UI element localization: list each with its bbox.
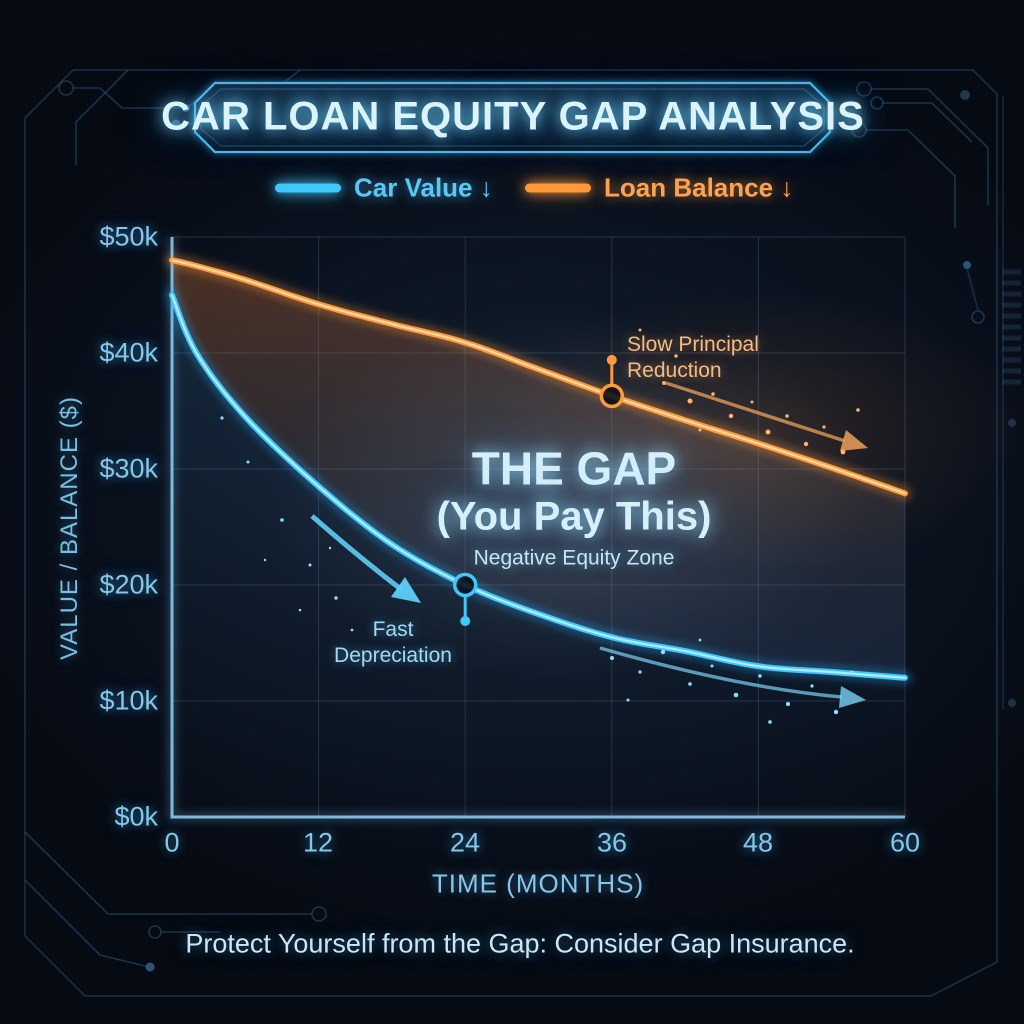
y-tick-40k: $40k	[99, 337, 158, 368]
x-tick-36: 36	[596, 827, 628, 858]
y-axis-label: VALUE / BALANCE ($)	[56, 396, 83, 660]
y-tick-10k: $10k	[99, 685, 158, 716]
gap-annotation-line3: Negative Equity Zone	[473, 546, 675, 570]
data-curves	[165, 253, 912, 685]
x-tick-12: 12	[302, 827, 334, 858]
x-tick-0: 0	[164, 827, 180, 858]
x-axis-label: TIME (MONTHS)	[431, 868, 645, 899]
fast-depreciation-line1: Fast	[372, 618, 414, 641]
legend-item-loan-balance: Loan Balance ↓	[525, 173, 793, 204]
axes	[167, 237, 905, 822]
x-tick-24: 24	[449, 827, 481, 858]
gap-annotation-line1: THE GAP	[471, 442, 677, 495]
value-trend-arrow	[599, 646, 866, 708]
legend-item-car-value: Car Value ↓	[275, 173, 493, 204]
fast-depreciation-arrow	[310, 514, 421, 603]
slow-principal-line2: Reduction	[627, 359, 722, 382]
orange-particles	[638, 328, 860, 455]
y-tick-20k: $20k	[99, 569, 158, 600]
blue-particles	[220, 416, 854, 724]
circuit-traces-top-right	[851, 81, 1021, 710]
slow-principal-line1: Slow Principal	[627, 333, 759, 356]
loan-balance-legend-label: Loan Balance ↓	[604, 172, 794, 203]
data-point-markers	[452, 354, 625, 626]
title-box	[192, 80, 833, 155]
y-tick-50k: $50k	[99, 221, 158, 252]
loan-balance-swatch	[525, 183, 591, 193]
slow-reduction-arrow	[665, 381, 868, 451]
fast-depreciation-annotation: Fast Depreciation	[334, 617, 452, 669]
footer-message: Protect Yourself from the Gap: Consider …	[185, 928, 855, 959]
circuit-traces-bottom-left	[24, 831, 327, 972]
y-tick-0k: $0k	[114, 801, 158, 832]
y-tick-30k: $30k	[99, 453, 158, 484]
car-value-legend-label: Car Value ↓	[354, 172, 493, 203]
chart-title: CAR LOAN EQUITY GAP ANALYSIS	[161, 94, 865, 139]
slow-principal-annotation: Slow Principal Reduction	[627, 332, 759, 384]
warm-glow	[490, 290, 1024, 570]
fast-depreciation-line2: Depreciation	[334, 644, 452, 667]
gap-annotation-line2: (You Pay This)	[436, 494, 712, 539]
car-value-swatch	[275, 183, 341, 193]
outer-frame	[24, 69, 998, 997]
x-tick-48: 48	[742, 827, 774, 858]
x-tick-60: 60	[889, 827, 921, 858]
gap-annotation: THE GAP (You Pay This) Negative Equity Z…	[437, 444, 712, 571]
